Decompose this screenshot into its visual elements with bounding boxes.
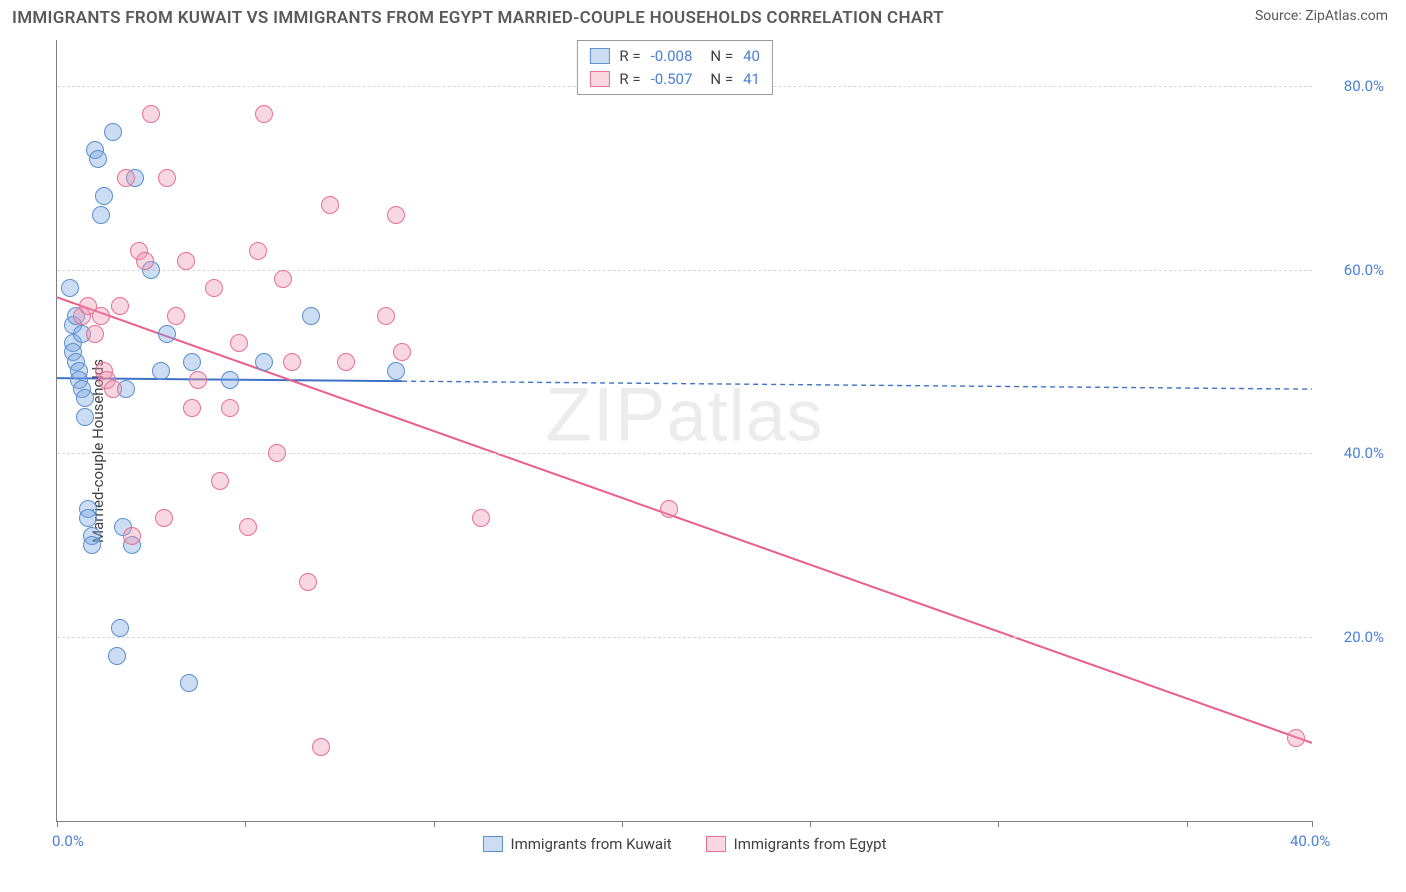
legend-n-value-egypt: 41 <box>743 68 760 91</box>
chart-container: Married-couple Households ZIPatlas R = -… <box>12 40 1392 862</box>
data-point <box>255 353 273 371</box>
legend-label-egypt: Immigrants from Egypt <box>734 835 887 853</box>
data-point <box>158 169 176 187</box>
data-point <box>104 123 122 141</box>
x-tick <box>998 821 999 827</box>
data-point <box>155 509 173 527</box>
data-point <box>86 325 104 343</box>
trendlines-layer <box>57 40 1312 821</box>
x-tick <box>57 821 58 827</box>
x-tick <box>1312 821 1313 827</box>
data-point <box>76 389 94 407</box>
gridline-horizontal <box>57 637 1312 638</box>
data-point <box>177 252 195 270</box>
gridline-horizontal <box>57 270 1312 271</box>
data-point <box>180 674 198 692</box>
y-tick-label: 60.0% <box>1320 261 1384 279</box>
series-legend: Immigrants from Kuwait Immigrants from E… <box>482 835 886 853</box>
data-point <box>472 509 490 527</box>
data-point <box>76 408 94 426</box>
y-tick-label: 80.0% <box>1320 77 1384 95</box>
data-point <box>189 371 207 389</box>
data-point <box>239 518 257 536</box>
data-point <box>249 242 267 260</box>
data-point <box>230 334 248 352</box>
data-point <box>377 307 395 325</box>
data-point <box>61 279 79 297</box>
data-point <box>393 343 411 361</box>
data-point <box>255 105 273 123</box>
data-point <box>158 325 176 343</box>
data-point <box>274 270 292 288</box>
data-point <box>205 279 223 297</box>
swatch-kuwait <box>482 836 502 852</box>
legend-row-kuwait: R = -0.008 N = 40 <box>589 45 760 68</box>
data-point <box>283 353 301 371</box>
data-point <box>221 371 239 389</box>
data-point <box>104 380 122 398</box>
legend-n-label: N = <box>710 45 733 68</box>
data-point <box>268 444 286 462</box>
x-tick <box>245 821 246 827</box>
chart-title: IMMIGRANTS FROM KUWAIT VS IMMIGRANTS FRO… <box>12 8 944 28</box>
data-point <box>167 307 185 325</box>
data-point <box>183 353 201 371</box>
data-point <box>312 738 330 756</box>
swatch-egypt <box>706 836 726 852</box>
data-point <box>337 353 355 371</box>
data-point <box>111 297 129 315</box>
legend-item-kuwait: Immigrants from Kuwait <box>482 835 671 853</box>
gridline-horizontal <box>57 453 1312 454</box>
legend-r-label: R = <box>619 68 640 91</box>
x-tick-label-min: 0.0% <box>52 832 84 850</box>
data-point <box>1287 729 1305 747</box>
data-point <box>302 307 320 325</box>
data-point <box>123 527 141 545</box>
data-point <box>387 362 405 380</box>
legend-n-label: N = <box>710 68 733 91</box>
correlation-legend: R = -0.008 N = 40 R = -0.507 N = 41 <box>576 40 773 95</box>
data-point <box>79 509 97 527</box>
data-point <box>136 252 154 270</box>
data-point <box>211 472 229 490</box>
x-tick <box>810 821 811 827</box>
x-tick <box>622 821 623 827</box>
data-point <box>152 362 170 380</box>
data-point <box>221 399 239 417</box>
y-tick-label: 20.0% <box>1320 628 1384 646</box>
x-tick <box>434 821 435 827</box>
data-point <box>321 196 339 214</box>
legend-r-label: R = <box>619 45 640 68</box>
swatch-egypt <box>589 71 609 87</box>
legend-n-value-kuwait: 40 <box>743 45 760 68</box>
data-point <box>387 206 405 224</box>
data-point <box>108 647 126 665</box>
data-point <box>92 307 110 325</box>
data-point <box>299 573 317 591</box>
legend-r-value-egypt: -0.507 <box>651 68 693 91</box>
legend-label-kuwait: Immigrants from Kuwait <box>510 835 671 853</box>
y-tick-label: 40.0% <box>1320 444 1384 462</box>
scatter-plot-area: ZIPatlas R = -0.008 N = 40 R = -0.507 N … <box>56 40 1312 822</box>
data-point <box>660 500 678 518</box>
data-point <box>92 206 110 224</box>
data-point <box>183 399 201 417</box>
data-point <box>142 105 160 123</box>
legend-item-egypt: Immigrants from Egypt <box>706 835 887 853</box>
legend-r-value-kuwait: -0.008 <box>651 45 693 68</box>
swatch-kuwait <box>589 48 609 64</box>
watermark: ZIPatlas <box>545 371 823 458</box>
data-point <box>83 536 101 554</box>
x-tick-label-max: 40.0% <box>1290 832 1330 850</box>
x-tick <box>1187 821 1188 827</box>
data-point <box>117 169 135 187</box>
source-attribution: Source: ZipAtlas.com <box>1255 8 1388 24</box>
data-point <box>111 619 129 637</box>
legend-row-egypt: R = -0.507 N = 41 <box>589 68 760 91</box>
data-point <box>89 150 107 168</box>
data-point <box>95 187 113 205</box>
